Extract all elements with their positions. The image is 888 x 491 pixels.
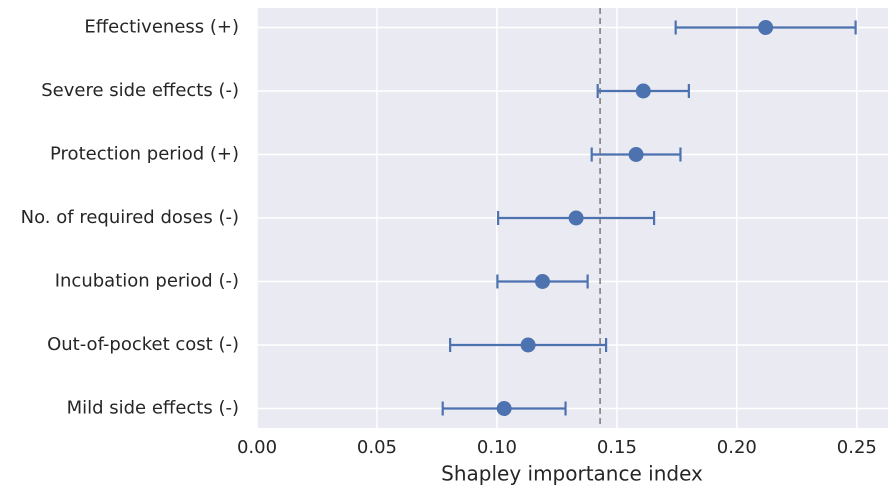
y-tick-label: Incubation period (-) [55, 271, 239, 292]
point [520, 337, 536, 353]
y-tick-label: Severe side effects (-) [41, 80, 239, 101]
x-tick-label: 0.00 [237, 437, 277, 458]
point [568, 210, 584, 226]
y-tick-label: Out-of-pocket cost (-) [47, 334, 239, 355]
point [496, 401, 512, 416]
x-tick-label: 0.20 [717, 437, 757, 458]
y-tick-label: No. of required doses (-) [21, 207, 239, 228]
point [535, 274, 551, 289]
x-tick-label: 0.05 [357, 437, 397, 458]
point [758, 20, 774, 35]
x-tick-label: 0.25 [837, 437, 877, 458]
x-tick-label: 0.10 [477, 437, 517, 458]
x-axis-label: Shapley importance index [441, 462, 703, 486]
y-tick-label: Effectiveness (+) [84, 17, 239, 38]
point [628, 147, 644, 162]
y-tick-label: Mild side effects (-) [67, 398, 239, 419]
point [635, 83, 651, 99]
y-tick-label: Protection period (+) [50, 144, 239, 165]
x-tick-label: 0.15 [597, 437, 637, 458]
